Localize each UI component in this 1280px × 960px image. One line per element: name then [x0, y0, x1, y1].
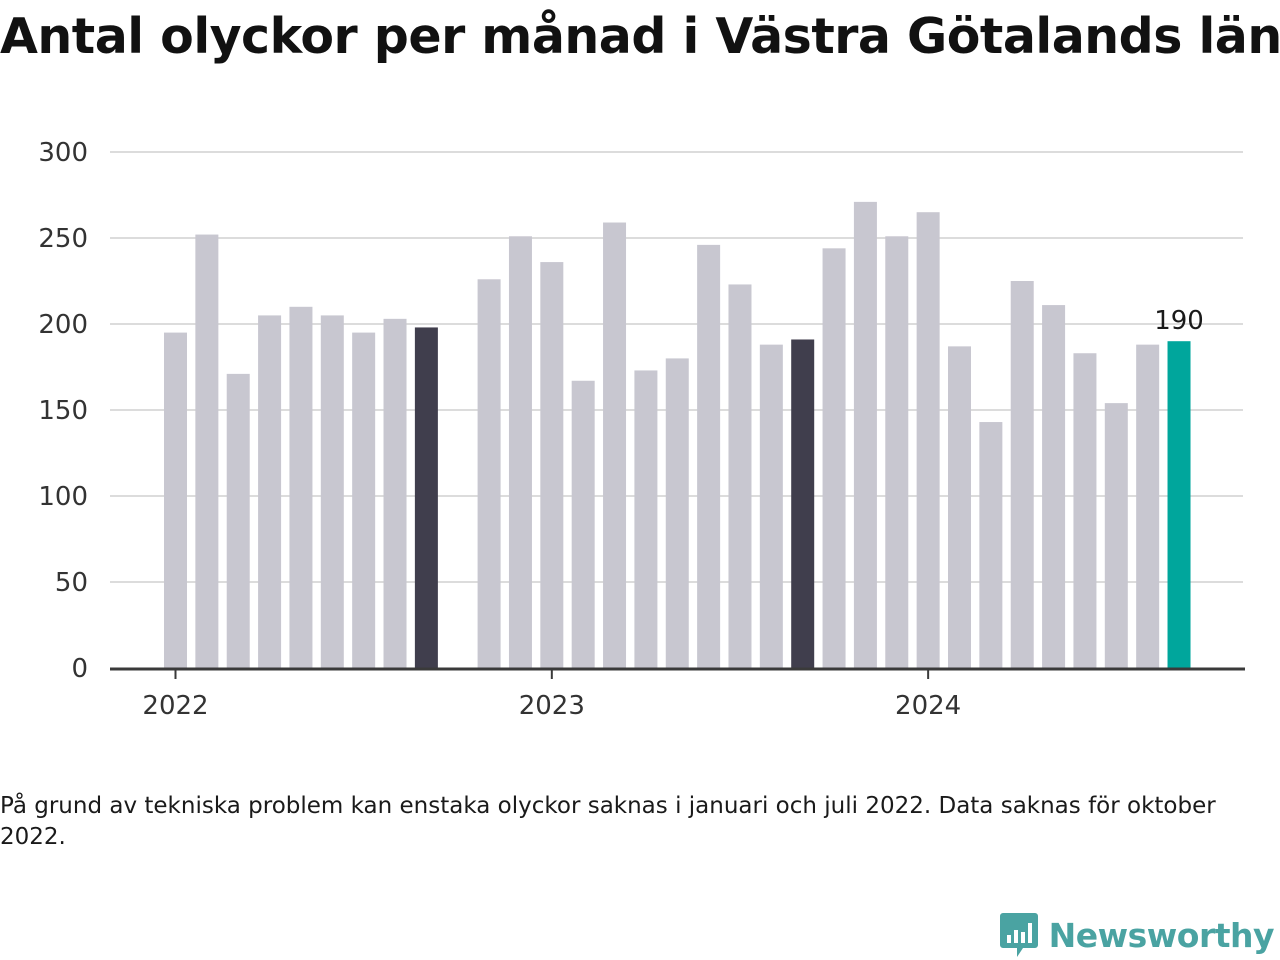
- bar-2022-04: [258, 315, 282, 668]
- bar-2023-07: [728, 284, 752, 668]
- bar-2023-12: [885, 236, 909, 668]
- y-tick-label: 300: [38, 138, 88, 168]
- bar-2023-10: [822, 248, 846, 668]
- bars: [164, 201, 1191, 668]
- bar-2024-07: [1104, 403, 1128, 668]
- bar-2024-03: [979, 422, 1003, 668]
- y-tick-label: 100: [38, 482, 88, 512]
- bar-2022-03: [226, 373, 250, 668]
- x-tick-label: 2023: [519, 691, 585, 721]
- bar-2023-11: [853, 201, 877, 668]
- bar-2024-02: [948, 346, 971, 668]
- labels: 0 50 100 150 200 250 300 190 2022 2023 2024: [38, 138, 1203, 721]
- bar-2023-01: [540, 262, 564, 668]
- y-tick-label: 150: [38, 396, 88, 426]
- y-tick-label: 0: [71, 654, 88, 684]
- bar-2022-02: [195, 234, 219, 668]
- axes: [110, 667, 1245, 679]
- bar-2023-08: [759, 344, 783, 668]
- bar-2022-01: [164, 332, 187, 668]
- bar-2022-09: [414, 327, 438, 668]
- y-tick-label: 250: [38, 224, 88, 254]
- bar-2022-05: [289, 306, 313, 668]
- x-tick-label: 2022: [142, 691, 208, 721]
- bar-2023-03: [603, 222, 627, 668]
- bar-chart: 0 50 100 150 200 250 300 190 2022 2023 2024: [38, 138, 1245, 721]
- bar-2024-09: [1167, 341, 1191, 668]
- x-tick-label: 2024: [895, 691, 961, 721]
- y-tick-label: 200: [38, 310, 88, 340]
- bar-2022-06: [320, 315, 344, 668]
- value-label: 190: [1154, 306, 1204, 336]
- bar-2024-01: [916, 212, 940, 668]
- bar-2022-12: [508, 236, 532, 668]
- bar-2023-06: [697, 244, 721, 668]
- newsworthy-logo: Newsworthy: [999, 910, 1275, 960]
- brand-name: Newsworthy: [1048, 915, 1275, 955]
- bar-2022-07: [352, 332, 376, 668]
- bar-2022-11: [477, 279, 501, 668]
- bar-2023-04: [634, 370, 658, 668]
- bar-2023-09: [791, 339, 815, 668]
- chart-title: Antal olyckor per månad i Västra Götalan…: [0, 8, 1280, 65]
- bar-2024-04: [1010, 281, 1034, 668]
- bar-2023-02: [571, 380, 595, 668]
- y-tick-label: 50: [55, 568, 88, 598]
- footnote: På grund av tekniska problem kan enstaka…: [0, 793, 1216, 850]
- bar-2024-06: [1073, 353, 1097, 668]
- bar-2024-08: [1136, 344, 1160, 668]
- bar-2023-05: [665, 358, 689, 668]
- bar-2022-08: [383, 318, 407, 668]
- newsworthy-chart-icon: [999, 913, 1038, 957]
- bar-2024-05: [1042, 305, 1066, 668]
